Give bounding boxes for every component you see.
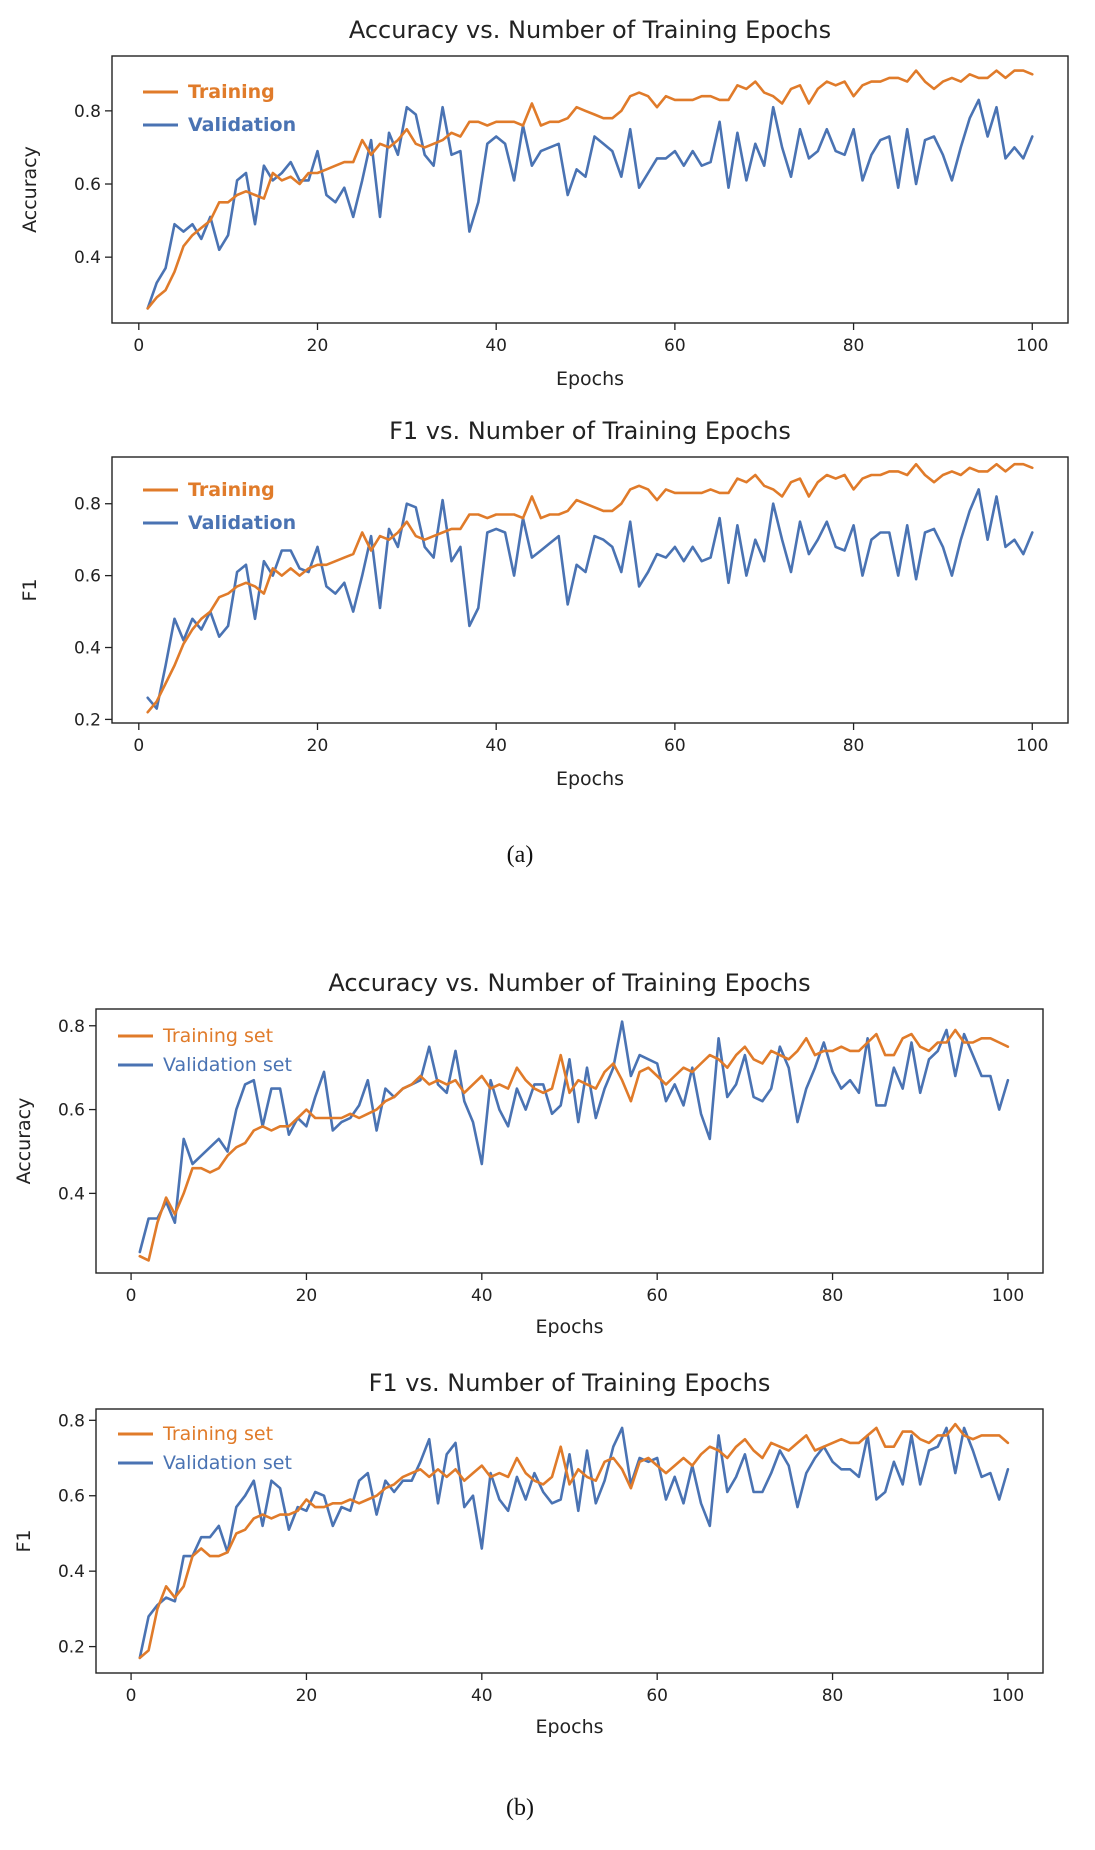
y-tick-label: 0.4 (74, 639, 101, 659)
x-tick-label: 40 (471, 1286, 493, 1306)
legend-label-validation: Validation (188, 114, 296, 136)
x-tick-label: 100 (1016, 336, 1048, 356)
y-axis-label: F1 (19, 578, 41, 601)
x-tick-label: 60 (646, 1686, 668, 1706)
x-axis-label: Epochs (535, 1716, 603, 1738)
legend-label-validation: Validation set (163, 1054, 292, 1076)
legend: Training Validation (143, 81, 296, 136)
chart-panel-1: 0 20 40 60 80 100 0.4 0.6 0.8 Accuracy vs. Number… (19, 16, 1069, 390)
series-line-training (146, 69, 1034, 310)
x-tick-label: 0 (133, 736, 144, 756)
x-tick-label: 60 (646, 1286, 668, 1306)
y-tick-label: 0.8 (58, 1017, 85, 1037)
chart-title: F1 vs. Number of Training Epochs (369, 1369, 771, 1397)
y-tick-label: 0.4 (58, 1184, 85, 1204)
charts: 0 20 40 60 80 100 0.4 0.6 0.8 Accuracy vs. Number… (13, 16, 1069, 1738)
legend: Training Validation (143, 479, 296, 534)
x-tick-label: 40 (471, 1686, 493, 1706)
y-tick-label: 0.4 (58, 1562, 85, 1582)
chart-panel-2: 0 20 40 60 80 100 0.2 0.4 0.6 0.8 F1 vs. Number of… (19, 417, 1069, 790)
series-line-validation (138, 1426, 1010, 1660)
x-axis-label: Epochs (556, 768, 624, 790)
y-tick-label: 0.8 (74, 102, 101, 122)
y-tick-label: 0.8 (74, 495, 101, 515)
x-tick-label: 20 (307, 336, 329, 356)
y-tick-label: 0.6 (58, 1487, 85, 1507)
y-tick-label: 0.4 (74, 248, 101, 268)
x-tick-label: 20 (296, 1286, 318, 1306)
y-tick-label: 0.6 (74, 175, 101, 195)
legend-label-training: Training (188, 81, 275, 103)
plot-frame (111, 55, 1069, 324)
caption-b: (b) (506, 1795, 534, 1821)
series-line-validation (146, 98, 1034, 310)
legend-label-validation: Validation (188, 512, 296, 534)
chart-title: Accuracy vs. Number of Training Epochs (328, 969, 810, 997)
x-axis-label: Epochs (556, 368, 624, 390)
y-tick-label: 0.6 (58, 1101, 85, 1121)
series-line-training (138, 1028, 1010, 1262)
legend: Training set Validation set (118, 1423, 292, 1474)
series-line-validation (138, 1020, 1010, 1254)
legend: Training set Validation set (118, 1025, 292, 1076)
x-tick-label: 40 (485, 336, 507, 356)
legend-label-training: Training (188, 479, 275, 501)
x-tick-label: 0 (126, 1686, 137, 1706)
y-tick-label: 0.2 (58, 1638, 85, 1658)
x-tick-label: 80 (843, 736, 865, 756)
x-tick-label: 60 (664, 336, 686, 356)
x-axis-label: Epochs (535, 1316, 603, 1338)
x-tick-label: 80 (822, 1286, 844, 1306)
y-tick-label: 0.2 (74, 710, 101, 730)
y-tick-label: 0.8 (58, 1411, 85, 1431)
legend-label-training: Training set (162, 1025, 273, 1047)
chart-panel-4: 0 20 40 60 80 100 0.2 0.4 0.6 0.8 F1 vs. Number of… (13, 1369, 1044, 1738)
legend-label-validation: Validation set (163, 1452, 292, 1474)
series-line-training (146, 462, 1034, 714)
chart-title: F1 vs. Number of Training Epochs (389, 417, 791, 445)
x-tick-label: 20 (296, 1686, 318, 1706)
x-tick-label: 80 (843, 336, 865, 356)
x-tick-label: 0 (126, 1286, 137, 1306)
y-axis-label: F1 (13, 1529, 35, 1552)
series-line-training (138, 1422, 1010, 1660)
series-line-validation (146, 488, 1034, 710)
plot-frame (95, 1008, 1044, 1274)
y-tick-label: 0.6 (74, 567, 101, 587)
y-axis-label: Accuracy (19, 146, 41, 233)
x-tick-label: 80 (822, 1686, 844, 1706)
legend-label-training: Training set (162, 1423, 273, 1445)
chart-panel-3: 0 20 40 60 80 100 0.4 0.6 0.8 Accuracy vs. Number… (13, 969, 1044, 1338)
x-tick-label: 0 (133, 336, 144, 356)
y-axis-label: Accuracy (13, 1098, 35, 1185)
plot-frame (95, 1408, 1044, 1674)
x-tick-label: 100 (992, 1286, 1024, 1306)
x-tick-label: 60 (664, 736, 686, 756)
plot-frame (111, 456, 1069, 724)
x-tick-label: 40 (485, 736, 507, 756)
x-tick-label: 20 (307, 736, 329, 756)
x-tick-label: 100 (992, 1686, 1024, 1706)
x-tick-label: 100 (1016, 736, 1048, 756)
chart-title: Accuracy vs. Number of Training Epochs (349, 16, 831, 44)
caption-a: (a) (507, 842, 534, 868)
